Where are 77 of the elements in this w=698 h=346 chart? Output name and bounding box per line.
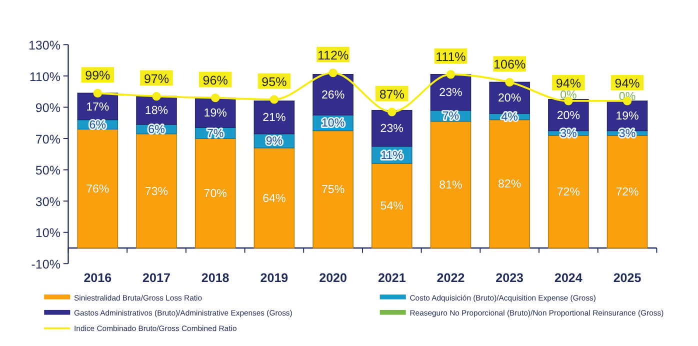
y-tick-label: 70%: [35, 132, 61, 146]
y-tick-label: 50%: [35, 164, 61, 178]
data-label: 94%: [556, 76, 581, 90]
data-label: 72%: [616, 186, 639, 199]
x-tick-label: 2019: [260, 270, 288, 285]
data-label: 81%: [439, 180, 462, 192]
y-tick-label: 110%: [29, 70, 61, 84]
y-tick-label: 90%: [35, 101, 61, 116]
point: [328, 68, 338, 78]
data-label: 10%: [321, 118, 345, 130]
bar: [430, 120, 472, 248]
bar: [194, 138, 236, 248]
point: [388, 108, 396, 116]
data-label: 95%: [262, 74, 287, 89]
legend-label: Reaseguro No Proporcional (Bruto)/Non Proportional Reinsurance (Gross): [410, 308, 664, 318]
point: [152, 92, 161, 101]
data-label: 112%: [317, 48, 349, 62]
data-label: 17%: [86, 101, 110, 114]
data-label: 23%: [439, 87, 462, 100]
data-label: 19%: [204, 108, 227, 120]
bar: [77, 128, 118, 248]
data-label: 106%: [494, 58, 526, 72]
y-tick-label: 130%: [28, 38, 61, 52]
data-label: 18%: [144, 105, 168, 118]
point: [211, 94, 220, 102]
y-tick-label: -10%: [31, 257, 61, 272]
data-label: 97%: [144, 72, 170, 86]
data-label: 0%: [560, 89, 577, 102]
point: [505, 78, 514, 87]
bar: [136, 133, 177, 248]
data-label: 6%: [89, 119, 106, 132]
x-tick-label: 2023: [496, 270, 524, 285]
point: [93, 88, 102, 98]
data-label: 94%: [614, 76, 640, 90]
data-label: 75%: [321, 184, 345, 196]
data-label: 7%: [442, 110, 460, 123]
bar: [489, 119, 530, 248]
x-tick-label: 2020: [319, 270, 348, 285]
x-tick-label: 2021: [378, 270, 406, 285]
data-label: 26%: [321, 90, 345, 102]
data-label: 54%: [380, 200, 404, 213]
data-label: 19%: [616, 110, 639, 123]
data-label: 70%: [204, 188, 227, 200]
x-tick-label: 2024: [554, 270, 582, 285]
bar: [312, 130, 354, 248]
legend-label: Siniestralidad Bruta/Gross Loss Ratio: [74, 293, 202, 302]
data-label: 111%: [436, 50, 466, 64]
data-label: 64%: [262, 192, 286, 205]
x-tick-label: 2018: [201, 270, 230, 285]
x-tick-label: 2016: [84, 270, 112, 285]
data-label: 11%: [380, 150, 404, 162]
data-label: 9%: [266, 136, 283, 148]
data-label: 20%: [498, 92, 522, 105]
data-label: 20%: [556, 110, 580, 122]
bar: [254, 148, 295, 248]
point: [446, 70, 456, 79]
x-tick-label: 2022: [436, 270, 465, 285]
x-tick-label: 2017: [142, 270, 170, 285]
bar: [372, 163, 412, 248]
data-label: 73%: [144, 186, 168, 198]
x-tick-label: 2025: [613, 270, 642, 285]
data-label: 76%: [86, 183, 110, 196]
data-label: 96%: [202, 73, 228, 88]
data-label: 21%: [262, 112, 286, 124]
data-label: 7%: [206, 128, 224, 140]
data-label: 6%: [148, 124, 165, 136]
legend-label: Costo Adquisición (Bruto)/Acquisition Expense (Gross): [410, 293, 596, 302]
y-tick-label: 30%: [35, 194, 61, 209]
data-label: 23%: [380, 123, 404, 136]
data-label: 99%: [85, 68, 110, 83]
data-label: 72%: [556, 186, 580, 199]
legend-label: Indice Combinado Bruto/Gross Combined Ratio: [74, 324, 237, 334]
data-label: 82%: [498, 178, 522, 191]
data-label: 87%: [379, 87, 404, 102]
legend-label: Gastos Administrativos (Bruto)/Administrative Expenses (Gross): [74, 308, 293, 318]
point: [270, 95, 279, 104]
y-tick-label: 10%: [35, 226, 61, 240]
